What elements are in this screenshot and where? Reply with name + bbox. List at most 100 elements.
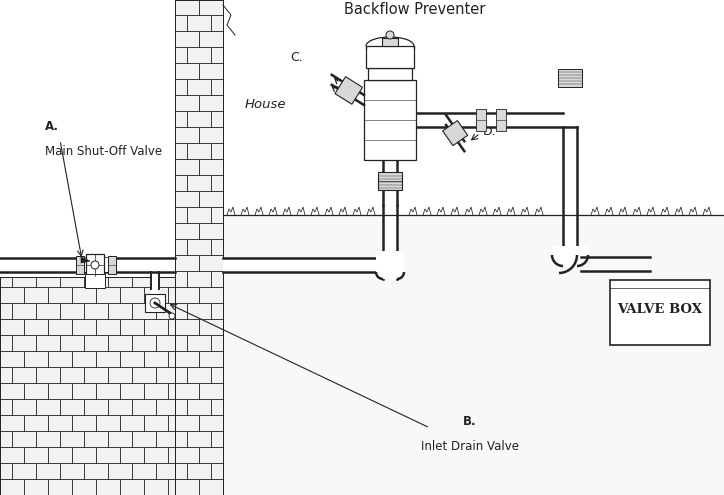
Bar: [168, 415, 175, 431]
Bar: [378, 172, 402, 190]
Bar: [12, 277, 36, 287]
Bar: [552, 246, 588, 266]
Bar: [558, 69, 582, 87]
Bar: [60, 399, 84, 415]
Bar: [175, 319, 199, 335]
Bar: [199, 415, 223, 431]
Bar: [48, 479, 72, 495]
Bar: [175, 175, 187, 191]
Bar: [156, 367, 175, 383]
Bar: [168, 479, 175, 495]
Bar: [187, 335, 211, 351]
Bar: [366, 46, 414, 68]
Bar: [132, 335, 156, 351]
Bar: [24, 351, 48, 367]
Bar: [48, 383, 72, 399]
Bar: [0, 303, 12, 319]
Bar: [36, 303, 60, 319]
Bar: [175, 351, 199, 367]
Bar: [120, 351, 144, 367]
Bar: [211, 79, 223, 95]
Text: C.: C.: [290, 51, 303, 64]
Bar: [36, 463, 60, 479]
Bar: [223, 0, 724, 215]
Bar: [0, 447, 24, 463]
Text: A.: A.: [45, 120, 59, 133]
Bar: [156, 335, 175, 351]
Bar: [175, 0, 199, 15]
Bar: [0, 277, 175, 495]
Bar: [211, 399, 223, 415]
Bar: [211, 367, 223, 383]
Bar: [199, 287, 223, 303]
Bar: [199, 63, 223, 79]
Bar: [108, 463, 132, 479]
Bar: [12, 399, 36, 415]
Bar: [199, 95, 223, 111]
Bar: [48, 319, 72, 335]
Bar: [108, 399, 132, 415]
Bar: [24, 447, 48, 463]
Bar: [72, 415, 96, 431]
Bar: [72, 351, 96, 367]
Bar: [132, 399, 156, 415]
Bar: [108, 367, 132, 383]
Text: Main Shut-Off Valve: Main Shut-Off Valve: [45, 145, 162, 158]
Bar: [223, 215, 724, 495]
Bar: [211, 431, 223, 447]
Bar: [211, 175, 223, 191]
Bar: [60, 431, 84, 447]
Bar: [175, 143, 187, 159]
Bar: [12, 303, 36, 319]
Bar: [108, 256, 116, 274]
Bar: [72, 479, 96, 495]
Bar: [199, 447, 223, 463]
Bar: [175, 223, 199, 239]
Bar: [211, 15, 223, 31]
Bar: [120, 415, 144, 431]
Bar: [24, 415, 48, 431]
Bar: [156, 399, 175, 415]
Bar: [175, 255, 199, 271]
Bar: [85, 274, 105, 288]
Bar: [0, 319, 24, 335]
Bar: [156, 277, 175, 287]
Bar: [36, 399, 60, 415]
Text: House: House: [245, 99, 287, 111]
Polygon shape: [335, 77, 363, 104]
Bar: [84, 277, 108, 287]
Bar: [175, 63, 199, 79]
Bar: [175, 47, 187, 63]
Bar: [145, 294, 165, 312]
Bar: [48, 287, 72, 303]
Bar: [60, 303, 84, 319]
Bar: [168, 319, 175, 335]
Bar: [376, 251, 404, 279]
Polygon shape: [81, 257, 90, 263]
Bar: [0, 383, 24, 399]
Bar: [0, 399, 12, 415]
Bar: [175, 335, 187, 351]
Bar: [223, 258, 397, 272]
Bar: [156, 463, 175, 479]
Bar: [199, 191, 223, 207]
Bar: [211, 47, 223, 63]
Bar: [187, 143, 211, 159]
Bar: [108, 277, 132, 287]
Bar: [12, 431, 36, 447]
Bar: [132, 277, 156, 287]
Bar: [156, 303, 175, 319]
Bar: [211, 335, 223, 351]
Bar: [211, 239, 223, 255]
Bar: [96, 447, 120, 463]
Bar: [175, 303, 187, 319]
Bar: [144, 351, 168, 367]
Bar: [60, 335, 84, 351]
Bar: [36, 277, 60, 287]
Bar: [211, 271, 223, 287]
Bar: [60, 277, 84, 287]
Bar: [0, 351, 24, 367]
Bar: [175, 383, 199, 399]
Bar: [48, 415, 72, 431]
Bar: [175, 111, 187, 127]
